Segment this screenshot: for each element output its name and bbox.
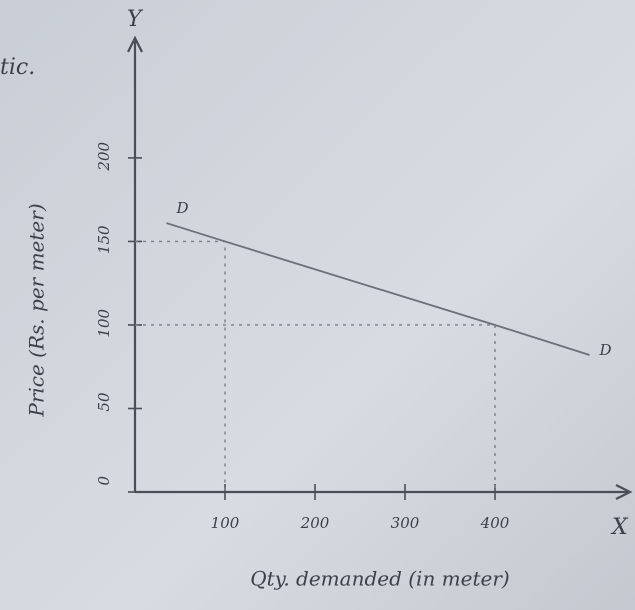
corner-note: tic. [0, 55, 35, 80]
x-tick-label: 100 [211, 514, 240, 532]
y-tick-label: 200 [95, 141, 113, 171]
x-axis-letter: X [610, 515, 629, 540]
y-tick-label: 0 [95, 476, 113, 486]
y-axis-label: Price (Rs. per meter) [25, 203, 49, 417]
curve-label: D [599, 341, 612, 359]
y-axis-letter: Y [127, 7, 144, 32]
y-tick-label: 150 [95, 225, 113, 254]
chart: tic. Y X Qty. demanded (in meter) Price … [0, 0, 635, 610]
x-axis-label: Qty. demanded (in meter) [250, 567, 509, 591]
y-tick-label: 50 [95, 392, 113, 412]
curve-label: D [176, 199, 189, 217]
x-tick-label: 200 [300, 514, 330, 532]
x-tick-label: 300 [391, 514, 420, 532]
x-tick-label: 400 [480, 514, 510, 532]
y-tick-label: 100 [95, 309, 113, 338]
